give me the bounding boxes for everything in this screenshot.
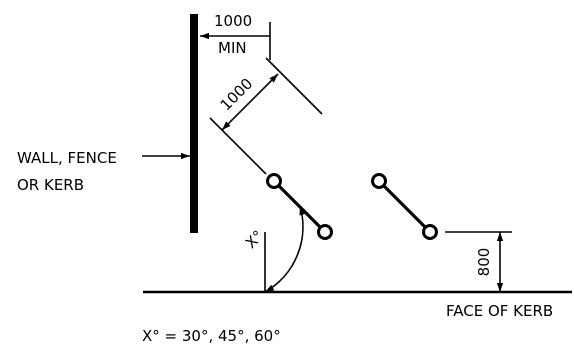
angle-values-note: X° = 30°, 45°, 60° <box>142 327 281 345</box>
wall-label-line1: WALL, FENCE <box>17 149 117 167</box>
angle-arc <box>264 205 306 293</box>
wall-bar <box>190 14 198 233</box>
stand-2-post-bottom <box>422 224 438 240</box>
stand-1-post-top <box>266 173 282 189</box>
dim-top-value: 1000 <box>214 12 252 30</box>
wall-label-line2: OR KERB <box>17 176 84 194</box>
kerb-face-label: FACE OF KERB <box>446 302 553 320</box>
dim-diag-extension-upper <box>265 57 323 115</box>
angle-label: X° <box>242 227 267 252</box>
dim-diag-value: 1000 <box>217 75 257 115</box>
stand-2-bar <box>377 179 432 234</box>
stand-2-post-top <box>371 173 387 189</box>
dim-diag-extension-lower <box>209 117 267 175</box>
height-value: 800 <box>475 248 493 277</box>
dim-diag-line <box>221 73 279 131</box>
stand-1-post-bottom <box>317 224 333 240</box>
dim-top-note: MIN <box>218 39 247 57</box>
